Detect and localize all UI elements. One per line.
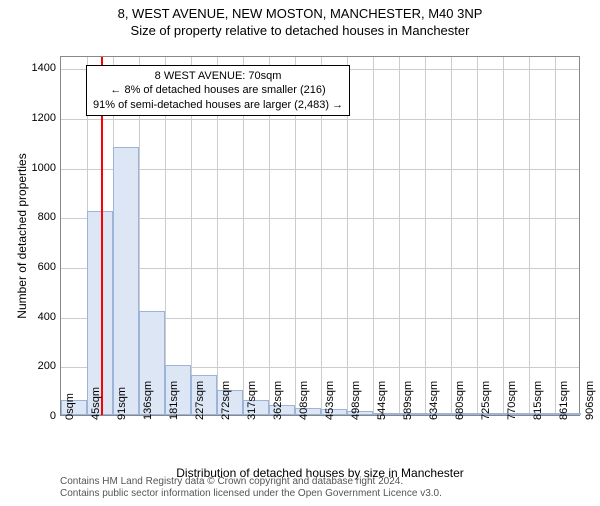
- xtick-label: 680sqm: [454, 381, 466, 420]
- xtick-label: 317sqm: [246, 381, 258, 420]
- xtick-label: 45sqm: [90, 387, 102, 420]
- callout-box: 8 WEST AVENUE: 70sqm← 8% of detached hou…: [86, 65, 350, 116]
- ytick-label: 400: [16, 311, 56, 323]
- gridline-v: [503, 57, 504, 415]
- xtick-label: 544sqm: [376, 381, 388, 420]
- xtick-label: 498sqm: [350, 381, 362, 420]
- xtick-label: 906sqm: [584, 381, 596, 420]
- gridline-v: [529, 57, 530, 415]
- histogram-bar: [87, 211, 113, 415]
- ytick-label: 1000: [16, 162, 56, 174]
- histogram-bar: [113, 147, 139, 415]
- subtitle: Size of property relative to detached ho…: [0, 23, 600, 38]
- xtick-label: 227sqm: [194, 381, 206, 420]
- ytick-label: 200: [16, 360, 56, 372]
- footer-attribution: Contains HM Land Registry data © Crown c…: [60, 476, 442, 500]
- callout-line3: 91% of semi-detached houses are larger (…: [93, 98, 343, 112]
- xtick-label: 589sqm: [402, 381, 414, 420]
- xtick-label: 272sqm: [220, 381, 232, 420]
- xtick-label: 770sqm: [506, 381, 518, 420]
- y-axis-label: Number of detached properties: [15, 153, 29, 318]
- xtick-label: 91sqm: [116, 387, 128, 420]
- xtick-label: 725sqm: [480, 381, 492, 420]
- gridline-v: [451, 57, 452, 415]
- ytick-label: 600: [16, 261, 56, 273]
- xtick-label: 453sqm: [324, 381, 336, 420]
- footer-line2: Contains public sector information licen…: [60, 488, 442, 500]
- xtick-label: 634sqm: [428, 381, 440, 420]
- ytick-label: 1400: [16, 62, 56, 74]
- xtick-label: 861sqm: [558, 381, 570, 420]
- gridline-v: [477, 57, 478, 415]
- gridline-v: [555, 57, 556, 415]
- xtick-label: 136sqm: [142, 381, 154, 420]
- plot-region: 8 WEST AVENUE: 70sqm← 8% of detached hou…: [60, 56, 580, 416]
- xtick-label: 408sqm: [298, 381, 310, 420]
- chart-area: Number of detached properties 8 WEST AVE…: [60, 56, 580, 416]
- xtick-label: 181sqm: [168, 381, 180, 420]
- xtick-label: 815sqm: [532, 381, 544, 420]
- ytick-label: 1200: [16, 112, 56, 124]
- gridline-v: [373, 57, 374, 415]
- address-title: 8, WEST AVENUE, NEW MOSTON, MANCHESTER, …: [0, 6, 600, 21]
- xtick-label: 362sqm: [272, 381, 284, 420]
- gridline-v: [399, 57, 400, 415]
- ytick-label: 800: [16, 211, 56, 223]
- callout-line1: 8 WEST AVENUE: 70sqm: [93, 69, 343, 83]
- callout-line2: ← 8% of detached houses are smaller (216…: [93, 83, 343, 97]
- xtick-label: 0sqm: [64, 393, 76, 420]
- gridline-v: [425, 57, 426, 415]
- ytick-label: 0: [16, 410, 56, 422]
- footer-line1: Contains HM Land Registry data © Crown c…: [60, 476, 442, 488]
